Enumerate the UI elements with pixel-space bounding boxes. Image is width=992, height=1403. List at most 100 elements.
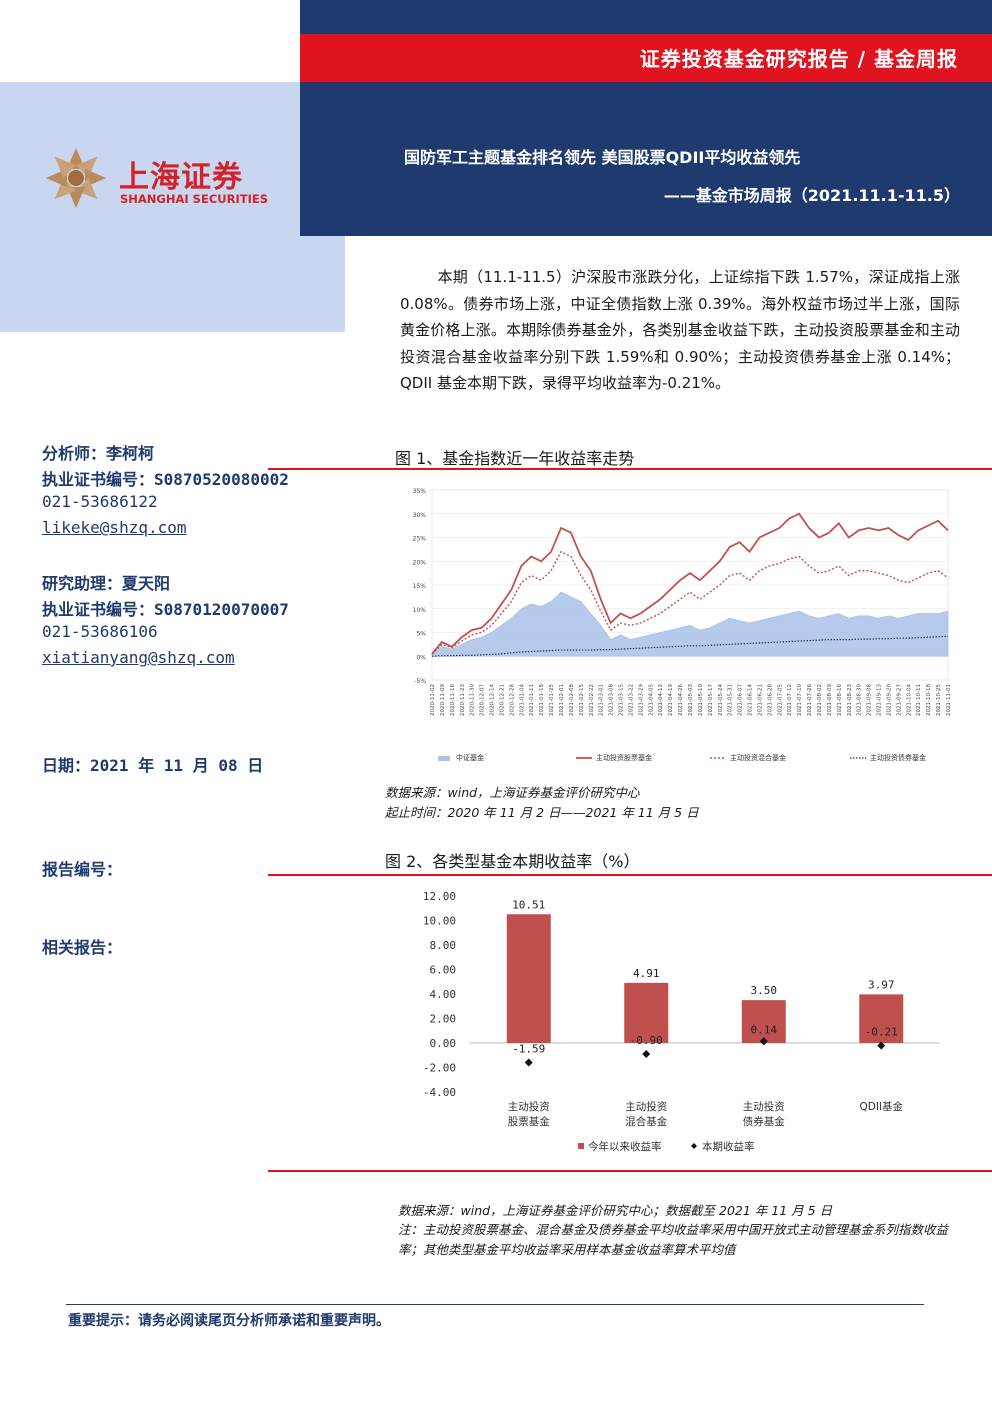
bar-data-label: 10.51: [512, 898, 545, 911]
series-area-csi-fund: [431, 591, 949, 657]
series-line-bond-fund: [431, 635, 949, 657]
fig2-source: 数据来源：wind，上海证券基金评价研究中心；数据截至 2021 年 11 月 …: [398, 1203, 833, 1218]
legend-swatch-bar: [578, 1143, 584, 1149]
y-tick-label: 20%: [413, 559, 427, 566]
fig1-source: 数据来源：wind，上海证券基金评价研究中心: [385, 785, 640, 800]
point-data-label: -0.21: [865, 1026, 898, 1039]
point-data-label: -0.90: [630, 1034, 663, 1047]
x-tick-label: 2021-02-08: [569, 684, 575, 716]
assistant-name: 研究助理：夏天阳: [42, 574, 171, 593]
fig1-divider: [268, 468, 992, 470]
x-tick-label: 2021-04-19: [668, 684, 674, 716]
category-label: 主动投资: [743, 1100, 785, 1113]
y-tick-label: 4.00: [430, 988, 457, 1001]
x-tick-label: 2021-08-09: [827, 684, 833, 716]
x-tick-label: 2021-07-05: [777, 684, 783, 716]
report-number: 报告编号：: [42, 860, 123, 879]
x-tick-label: 2021-02-15: [579, 684, 585, 716]
y-tick-label: -5%: [414, 678, 426, 685]
point-data-label: 0.14: [751, 1023, 778, 1036]
x-tick-label: 2021-08-16: [837, 684, 843, 716]
fig1-line-chart: 35% 30% 25% 20% 15% 10% 5% 0% -5% 2020-11-02 2020-…: [413, 488, 952, 762]
x-tick-label: 2020-11-16: [450, 684, 456, 716]
y-tick-label: 30%: [413, 512, 427, 519]
y-tick-label: 35%: [413, 488, 427, 495]
logo-emblem-icon: [46, 148, 106, 208]
x-tick-label: 2021-09-27: [896, 684, 902, 716]
fig2-note: 注：主动投资股票基金、混合基金及债券基金平均收益率采用中国开放式主动管理基金系列…: [398, 1222, 949, 1257]
logo-background: [0, 82, 345, 332]
legend-label: 主动投资股票基金: [596, 753, 652, 762]
y-tick-label: 25%: [413, 536, 427, 543]
assistant-cert: 执业证书编号：S0870120070007: [42, 600, 289, 619]
x-tick-label: 2021-07-12: [787, 684, 793, 716]
y-tick-label: -4.00: [423, 1086, 456, 1099]
legend-label: 中证基金: [456, 753, 484, 762]
analyst-name: 分析师：李柯柯: [42, 444, 155, 463]
legend-label-point: 本期收益率: [702, 1140, 755, 1153]
category-label: 股票基金: [508, 1115, 550, 1128]
x-tick-label: 2021-03-01: [599, 684, 605, 716]
point-weekly-return: [642, 1050, 651, 1059]
header-red-band: 证券投资基金研究报告 / 基金周报: [300, 34, 992, 82]
summary-paragraph: 本期（11.1-11.5）沪深股市涨跌分化，上证综指下跌 1.57%，深证成指上…: [400, 264, 960, 397]
related-reports: 相关报告：: [42, 938, 123, 957]
x-tick-label: 2021-04-05: [648, 684, 654, 716]
x-tick-label: 2021-11-01: [946, 684, 952, 716]
bar-ytd-return: [741, 1000, 786, 1043]
x-tick-label: 2021-01-18: [539, 684, 545, 716]
analyst-email-link[interactable]: likeke@shzq.com: [42, 518, 187, 537]
x-tick-label: 2021-01-04: [519, 684, 525, 716]
x-tick-label: 2021-02-22: [589, 684, 595, 716]
logo-text-en: SHANGHAI SECURITIES: [120, 192, 268, 206]
point-weekly-return: [877, 1041, 886, 1050]
legend-label: 主动投资混合基金: [730, 753, 786, 762]
y-tick-label: 15%: [413, 583, 427, 590]
y-tick-label: 5%: [416, 631, 426, 638]
summary-text: 本期（11.1-11.5）沪深股市涨跌分化，上证综指下跌 1.57%，深证成指上…: [400, 268, 960, 392]
bar-data-label: 4.91: [633, 967, 660, 980]
point-weekly-return: [759, 1037, 768, 1046]
y-tick-label: -2.00: [423, 1062, 456, 1075]
series-line-equity-fund: [431, 512, 949, 655]
category-label: 主动投资: [625, 1100, 667, 1113]
x-tick-label: 2021-02-01: [559, 684, 565, 716]
point-data-label: -1.59: [512, 1042, 545, 1055]
x-tick-label: 2021-05-10: [698, 684, 704, 716]
legend-label: 主动投资债券基金: [870, 753, 926, 762]
x-tick-label: 2020-12-28: [509, 684, 515, 716]
x-tick-label: 2021-05-24: [718, 684, 724, 716]
x-tick-label: 2021-09-20: [886, 684, 892, 716]
x-tick-label: 2021-03-29: [638, 684, 644, 716]
analyst-phone: 021-53686122: [42, 492, 158, 511]
bar-data-label: 3.97: [868, 978, 895, 991]
y-tick-label: 0%: [416, 654, 426, 661]
category-label: 主动投资: [508, 1100, 550, 1113]
assistant-phone: 021-53686106: [42, 622, 158, 641]
fig2-bottom-divider: [268, 1170, 992, 1172]
x-tick-label: 2021-05-31: [728, 684, 734, 716]
assistant-email-link[interactable]: xiatianyang@shzq.com: [42, 648, 235, 667]
x-tick-label: 2021-06-21: [757, 684, 763, 716]
x-tick-label: 2021-03-15: [619, 684, 625, 716]
y-tick-label: 2.00: [430, 1013, 457, 1026]
x-tick-label: 2021-04-26: [678, 684, 684, 716]
legend-swatch: [438, 756, 450, 761]
fig1-title: 图 1、基金指数近一年收益率走势: [395, 449, 635, 468]
y-tick-label: 10%: [413, 607, 427, 614]
x-tick-label: 2020-12-21: [499, 684, 505, 716]
x-tick-label: 2021-10-11: [916, 684, 922, 716]
header-top-band: [300, 0, 992, 34]
x-tick-label: 2021-10-18: [926, 684, 932, 716]
x-tick-label: 2021-05-17: [708, 684, 714, 716]
x-tick-label: 2021-06-14: [748, 684, 754, 716]
x-tick-label: 2021-05-03: [688, 684, 694, 716]
x-tick-label: 2020-11-30: [470, 684, 476, 716]
x-tick-label: 2021-03-08: [609, 684, 615, 716]
x-tick-label: 2021-03-22: [628, 684, 634, 716]
bar-ytd-return: [506, 914, 551, 1043]
x-tick-label: 2020-11-02: [430, 684, 436, 716]
x-tick-label: 2020-12-14: [490, 684, 496, 716]
x-tick-label: 2020-11-23: [460, 684, 466, 716]
x-tick-label: 2021-10-25: [936, 684, 942, 716]
